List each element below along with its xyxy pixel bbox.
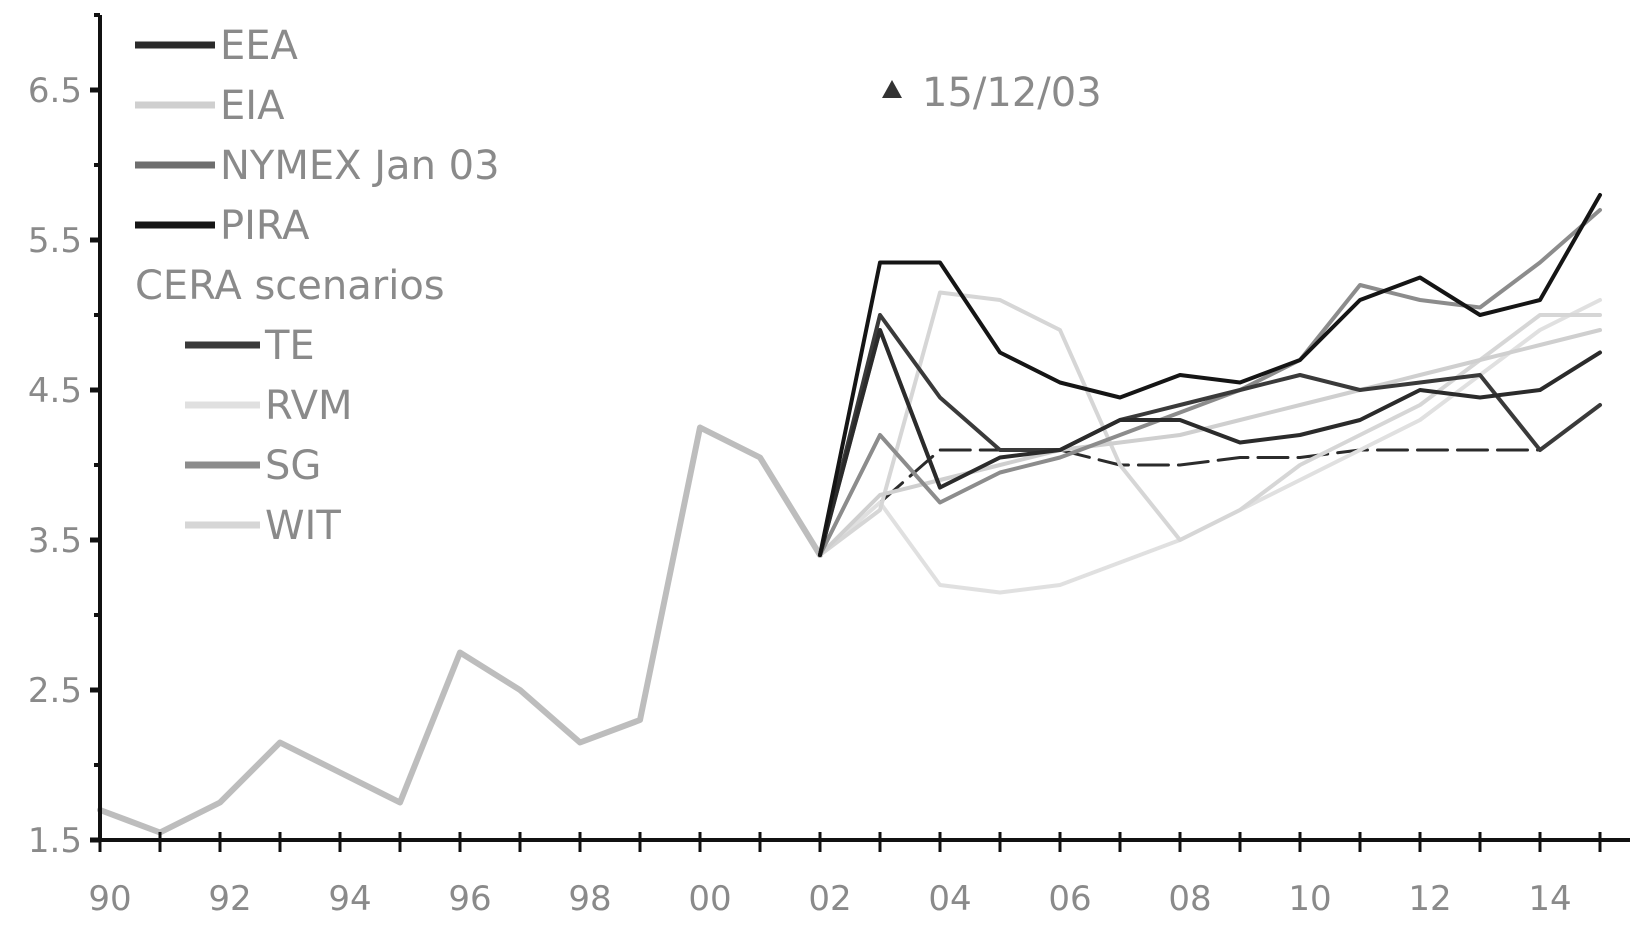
series-line-pira: [818, 193, 1602, 557]
annotation-label: 15/12/03: [922, 70, 1102, 116]
legend-label: EEA: [220, 23, 299, 69]
series-line-sg: [818, 208, 1602, 557]
x-tick-label: 08: [1168, 879, 1211, 919]
extra-series-line: [878, 448, 1542, 504]
y-tick-label: 1.5: [28, 821, 82, 861]
x-tick-label: 92: [208, 879, 251, 919]
legend-label: RVM: [265, 383, 352, 429]
annotation: 15/12/03: [882, 70, 1102, 116]
legend-label: PIRA: [220, 203, 310, 249]
legend: EEA EIA NYMEX Jan 03 PIRA CERA scenarios TE RV…: [135, 23, 500, 549]
legend-label: SG: [265, 443, 321, 489]
series-line-eia: [818, 328, 1602, 557]
annotation-triangle-icon: [882, 80, 902, 98]
historical-series-line: [97, 424, 823, 836]
y-tick-label: 4.5: [28, 371, 82, 411]
y-tick-label: 2.5: [28, 671, 82, 711]
legend-header: CERA scenarios: [135, 263, 445, 309]
y-tick-label: 3.5: [28, 521, 82, 561]
x-tick-label: 98: [568, 879, 611, 919]
x-tick-label: 02: [808, 879, 851, 919]
series-line-eea: [818, 328, 1602, 557]
x-tick-label: 00: [688, 879, 731, 919]
plot-lines: [97, 193, 1602, 836]
x-tick-label: 04: [928, 879, 971, 919]
series-line-te: [818, 313, 1602, 557]
legend-label: WIT: [265, 503, 341, 549]
x-tick-label: 06: [1048, 879, 1091, 919]
x-tick-label: 90: [88, 879, 131, 919]
y-tick-label: 6.5: [28, 71, 82, 111]
legend-label: TE: [264, 323, 315, 369]
axes: 1.5 2.5 3.5 4.5 5.5 6.5 90 92 94 96 98 00 02 04 06 08 10…: [28, 13, 1630, 919]
x-tick-label: 10: [1288, 879, 1331, 919]
x-tick-label: 12: [1408, 879, 1451, 919]
y-tick-label: 5.5: [28, 221, 82, 261]
series-line-wit: [818, 290, 1602, 557]
series-line-rvm: [818, 298, 1602, 595]
x-tick-label: 96: [448, 879, 491, 919]
legend-label: EIA: [220, 83, 285, 129]
x-tick-label: 14: [1528, 879, 1571, 919]
x-tick-label: 94: [328, 879, 371, 919]
legend-label: NYMEX Jan 03: [220, 143, 500, 189]
